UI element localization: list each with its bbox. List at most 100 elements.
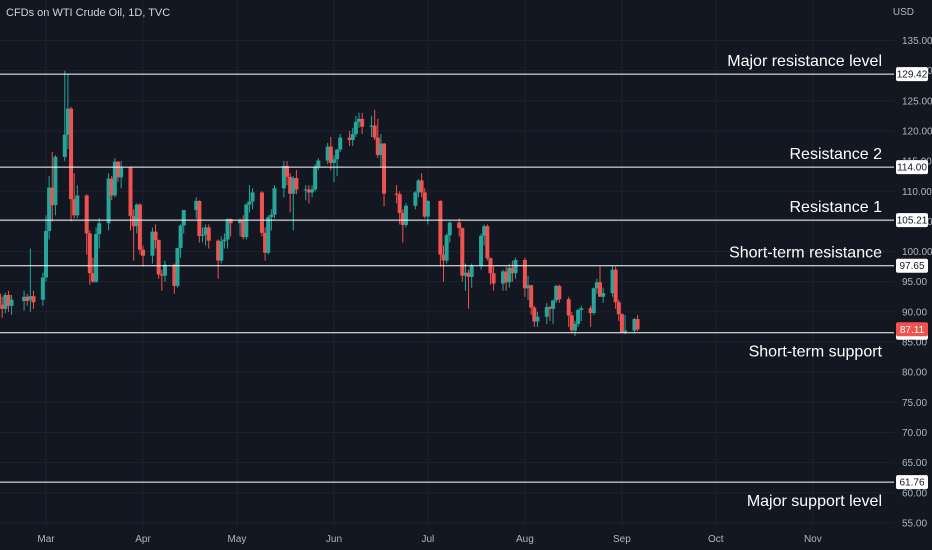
candle-body [397, 194, 402, 213]
candle-down [491, 266, 496, 291]
candle-body [0, 293, 2, 305]
candle-up [303, 185, 308, 201]
candle-body [529, 285, 534, 308]
candle-body [635, 319, 640, 330]
candle-body [353, 121, 358, 134]
candle-body [0, 304, 5, 309]
candle-body [479, 235, 484, 267]
candle-body [9, 299, 14, 306]
candle-body [250, 192, 255, 202]
candle-body [425, 200, 430, 217]
candle-up [544, 302, 549, 324]
candle-down [137, 203, 142, 255]
candle-up [112, 158, 117, 198]
candle-body [69, 108, 74, 200]
candle-down [457, 218, 462, 237]
candle-up [447, 221, 452, 243]
candle-up [65, 74, 70, 150]
candle-up [22, 290, 27, 311]
candle-up [28, 248, 33, 312]
candle-body [313, 166, 318, 190]
candle-up [482, 224, 487, 246]
candle-body [112, 161, 117, 196]
candle-body [137, 204, 142, 250]
candle-down [460, 227, 465, 282]
time-axis[interactable]: Mar Apr May Jun Jul Aug Sep Oct Nov [37, 534, 821, 545]
candle-up [316, 158, 321, 171]
candle-down [6, 290, 11, 312]
candle-body [466, 272, 471, 277]
candle-body [269, 214, 274, 218]
candle-down [382, 143, 387, 207]
candle-body [594, 282, 599, 289]
candle-down [197, 200, 202, 243]
candle-down [394, 185, 399, 204]
candle-up [9, 294, 14, 315]
level-price-label: 97.65 [899, 261, 924, 272]
candle-body [601, 293, 606, 297]
candle-body [510, 267, 515, 274]
candle-body [500, 271, 505, 284]
candle-down [141, 245, 146, 267]
candle-down [360, 112, 365, 134]
candle-body [75, 195, 80, 216]
candle-up [40, 272, 45, 306]
candle-body [6, 294, 11, 306]
candle-up [425, 200, 430, 225]
candle-body [87, 233, 92, 274]
candle-up [181, 209, 186, 234]
candle-up [331, 155, 336, 183]
candle-down [31, 290, 36, 309]
y-tick-label: 90.00 [902, 307, 927, 318]
candle-body [285, 165, 290, 177]
candle-up [219, 236, 224, 264]
candle-body [613, 269, 618, 303]
candle-body [382, 143, 387, 194]
candle-down [616, 299, 621, 321]
candle-body [306, 189, 311, 193]
candle-body [623, 330, 628, 333]
candle-body [535, 316, 540, 322]
candle-up [238, 218, 243, 237]
candle-down [172, 263, 177, 294]
price-axis[interactable]: 55.00 60.00 65.00 70.00 75.00 80.00 85.00 90.00… [896, 36, 932, 529]
candle-body [400, 212, 405, 226]
level-price-badge [896, 258, 928, 273]
candle-body [394, 193, 399, 195]
candle-up [266, 215, 271, 255]
candle-down [598, 266, 603, 297]
candle-body [156, 240, 161, 275]
candle-body [241, 220, 246, 238]
candle-down [504, 266, 509, 291]
candle-up [500, 269, 505, 291]
candle-body [444, 235, 449, 261]
x-tick-label: Mar [37, 534, 55, 545]
candle-up [353, 115, 358, 137]
candle-down [557, 284, 562, 303]
candle-body [94, 234, 99, 282]
candle-body [84, 195, 89, 234]
candle-body [378, 143, 383, 156]
candle-body [532, 307, 537, 322]
candle-body [228, 218, 233, 224]
candle-down [153, 224, 158, 249]
x-tick-label: Jul [421, 534, 434, 545]
candle-body [244, 204, 249, 238]
x-tick-label: May [227, 534, 246, 545]
level-annotation: Short-term support [749, 344, 883, 361]
candle-down [372, 109, 377, 140]
candle-body [328, 146, 333, 163]
candle-down [241, 215, 246, 240]
candle-body [375, 137, 380, 156]
candle-body [441, 254, 446, 261]
candle-body [294, 177, 299, 190]
candle-body [457, 222, 462, 229]
candle-body [504, 271, 509, 283]
candles [0, 70, 640, 336]
candle-body [325, 146, 330, 161]
candle-up [225, 218, 230, 249]
candle-up [62, 70, 67, 162]
y-tick-label: 125.00 [902, 96, 932, 107]
candle-body [62, 134, 67, 157]
